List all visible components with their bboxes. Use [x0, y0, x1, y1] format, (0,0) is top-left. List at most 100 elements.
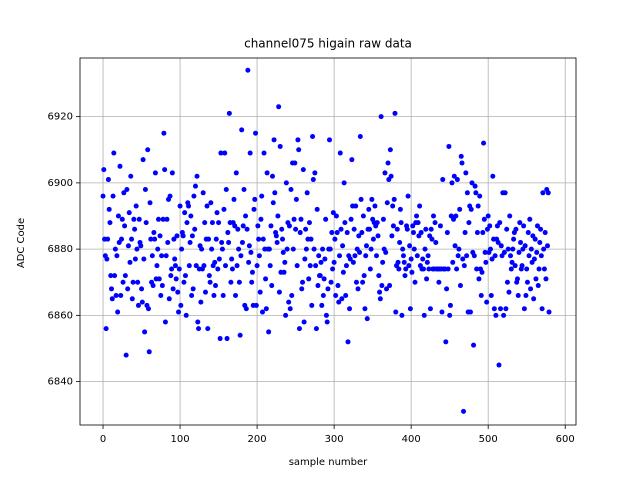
plot-frame: [79, 57, 577, 426]
point: [263, 306, 269, 312]
point: [531, 296, 537, 302]
point: [398, 220, 404, 226]
point: [214, 210, 220, 216]
point: [414, 213, 420, 219]
point: [479, 269, 485, 275]
point: [452, 243, 458, 249]
point: [150, 283, 156, 289]
point: [201, 263, 207, 269]
point: [255, 223, 261, 229]
point: [290, 246, 296, 252]
point: [417, 203, 423, 209]
point: [443, 339, 449, 345]
point: [134, 246, 140, 252]
point: [283, 312, 289, 318]
point: [439, 309, 445, 315]
point: [271, 137, 277, 143]
point: [507, 213, 513, 219]
point: [212, 259, 218, 265]
point: [177, 203, 183, 209]
point: [375, 233, 381, 239]
point: [320, 246, 326, 252]
point: [497, 220, 503, 226]
point: [149, 253, 155, 259]
point: [492, 253, 498, 259]
point: [243, 306, 249, 312]
point: [509, 259, 515, 265]
point: [449, 180, 455, 186]
point: [112, 246, 118, 252]
point: [225, 230, 231, 236]
x-tick-label: 300: [325, 434, 344, 445]
point: [192, 226, 198, 232]
point: [528, 286, 534, 292]
point: [496, 362, 502, 368]
point: [332, 236, 338, 242]
point: [188, 213, 194, 219]
point: [322, 256, 328, 262]
point: [474, 230, 480, 236]
point: [501, 249, 507, 255]
point: [544, 243, 550, 249]
point: [324, 319, 330, 325]
point: [360, 213, 366, 219]
point: [423, 226, 429, 232]
point: [538, 253, 544, 259]
point: [409, 269, 415, 275]
point: [300, 279, 306, 285]
point: [126, 210, 132, 216]
point: [162, 319, 168, 325]
point: [105, 236, 111, 242]
point: [313, 263, 319, 269]
point: [516, 249, 522, 255]
point: [276, 289, 282, 295]
point: [457, 206, 463, 212]
point: [502, 190, 508, 196]
point: [380, 259, 386, 265]
point: [360, 279, 366, 285]
point: [264, 170, 270, 176]
point: [453, 213, 459, 219]
point: [233, 292, 239, 298]
point: [446, 143, 452, 149]
point: [296, 147, 302, 153]
point: [280, 249, 286, 255]
point: [296, 326, 302, 332]
point: [377, 296, 383, 302]
point: [180, 233, 186, 239]
point: [300, 167, 306, 173]
point: [282, 259, 288, 265]
ticks: 0 100 200 300 400 500 600 6840 6860 6880 6900 6920: [48, 112, 575, 445]
point: [297, 230, 303, 236]
point: [246, 259, 252, 265]
point: [309, 302, 315, 308]
point: [253, 130, 259, 136]
point: [220, 292, 226, 298]
point: [196, 326, 202, 332]
point: [329, 230, 335, 236]
point: [310, 177, 316, 183]
point: [424, 276, 430, 282]
point: [108, 273, 114, 279]
point: [521, 306, 527, 312]
point: [437, 223, 443, 229]
point: [207, 279, 213, 285]
point: [295, 137, 301, 143]
point: [451, 173, 457, 179]
point: [223, 263, 229, 269]
point: [257, 289, 263, 295]
point: [534, 223, 540, 229]
point: [474, 266, 480, 272]
x-tick-label: 600: [556, 434, 575, 445]
point: [368, 246, 374, 252]
point: [317, 273, 323, 279]
point: [111, 150, 117, 156]
point: [327, 246, 333, 252]
point: [379, 283, 385, 289]
point: [477, 193, 483, 199]
point: [299, 286, 305, 292]
point: [397, 206, 403, 212]
point: [115, 309, 121, 315]
point: [178, 302, 184, 308]
point: [142, 186, 148, 192]
